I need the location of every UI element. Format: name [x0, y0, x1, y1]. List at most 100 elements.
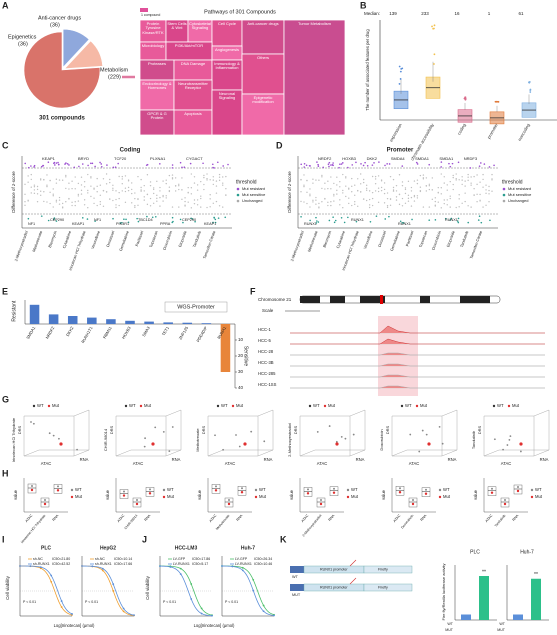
dot	[119, 222, 122, 224]
dot	[395, 184, 398, 187]
dot	[118, 204, 120, 207]
dot	[181, 189, 183, 191]
dot	[419, 174, 422, 177]
dot	[428, 219, 431, 221]
dot	[123, 490, 125, 493]
label: NRDF2	[318, 156, 332, 161]
label: MUT	[445, 628, 454, 632]
label: Mut	[512, 403, 520, 408]
cube	[207, 409, 274, 457]
label: A	[2, 0, 9, 10]
dot	[102, 189, 105, 192]
dot	[488, 189, 490, 192]
dot	[342, 173, 344, 176]
dot	[386, 192, 389, 194]
dot	[416, 179, 419, 181]
dot	[99, 184, 102, 186]
dot	[401, 165, 404, 167]
dot	[83, 204, 86, 206]
dot	[516, 489, 520, 493]
dot	[203, 176, 205, 179]
dot	[418, 450, 421, 453]
dot	[96, 177, 98, 180]
label: Anti-cancer drugs	[38, 15, 81, 21]
dot	[457, 217, 460, 220]
point	[112, 589, 115, 592]
label: IC50=17.86	[192, 557, 210, 561]
dot	[330, 204, 332, 207]
label: ZNF125	[178, 325, 190, 341]
dot	[194, 220, 196, 223]
dot	[49, 191, 51, 194]
dot	[467, 173, 469, 176]
dot	[200, 206, 202, 208]
dot	[371, 197, 374, 200]
label: Methotrexate	[307, 230, 318, 252]
dot	[340, 435, 343, 438]
dot	[368, 198, 371, 201]
dot	[218, 176, 221, 178]
tile-label: Protein Tyrosine Kinase/RTK	[142, 22, 163, 35]
dot	[96, 191, 98, 193]
dot	[121, 175, 123, 178]
label: P < 0.01	[85, 600, 98, 604]
tile-label: Cell Cycle	[218, 22, 236, 26]
dot	[328, 161, 331, 164]
dot	[121, 178, 123, 180]
dot	[174, 190, 177, 192]
bar	[182, 322, 193, 324]
dot	[509, 435, 512, 438]
dot	[94, 220, 96, 222]
label: Mut resistant	[508, 186, 532, 191]
label: Metabolism	[100, 67, 129, 73]
dot	[491, 178, 493, 180]
dot	[193, 199, 196, 201]
dot	[43, 502, 47, 506]
label: WT	[259, 487, 266, 492]
dot	[90, 177, 92, 179]
dot	[146, 193, 149, 196]
dot	[115, 206, 117, 209]
label: Topotecan	[419, 230, 429, 248]
dot	[410, 205, 413, 207]
dot	[458, 206, 460, 208]
dot	[343, 221, 346, 224]
label: RNA	[144, 513, 152, 522]
bar	[513, 614, 523, 620]
label: 139	[389, 11, 397, 16]
dot	[87, 189, 89, 192]
dot	[333, 195, 335, 197]
dot	[371, 204, 374, 207]
dot	[428, 185, 431, 187]
dot	[479, 200, 481, 202]
dot	[36, 193, 39, 195]
dot	[112, 199, 114, 202]
dot	[168, 450, 171, 453]
dot	[215, 200, 218, 203]
point	[200, 607, 203, 610]
dot	[215, 185, 218, 187]
dot	[504, 499, 506, 501]
tile-text: DNA Damage	[180, 62, 206, 66]
label: The number of associated features per dr…	[365, 29, 370, 111]
label: WT	[313, 403, 320, 408]
label: 16	[454, 11, 460, 16]
dot	[354, 201, 356, 203]
point	[179, 567, 182, 570]
dot	[389, 175, 392, 178]
dot	[155, 215, 157, 218]
label: PPRA	[160, 222, 171, 226]
curve	[221, 565, 275, 616]
label: DRS	[385, 425, 390, 434]
dot	[300, 216, 302, 218]
label: Cytarabine	[336, 230, 346, 249]
pie-slice	[23, 31, 101, 109]
dot	[359, 183, 362, 185]
dot	[380, 186, 383, 189]
dot	[378, 161, 380, 163]
dot	[327, 201, 329, 204]
tile-text: Epigenetic modification	[252, 96, 274, 105]
dot	[415, 161, 418, 164]
point	[241, 566, 244, 569]
